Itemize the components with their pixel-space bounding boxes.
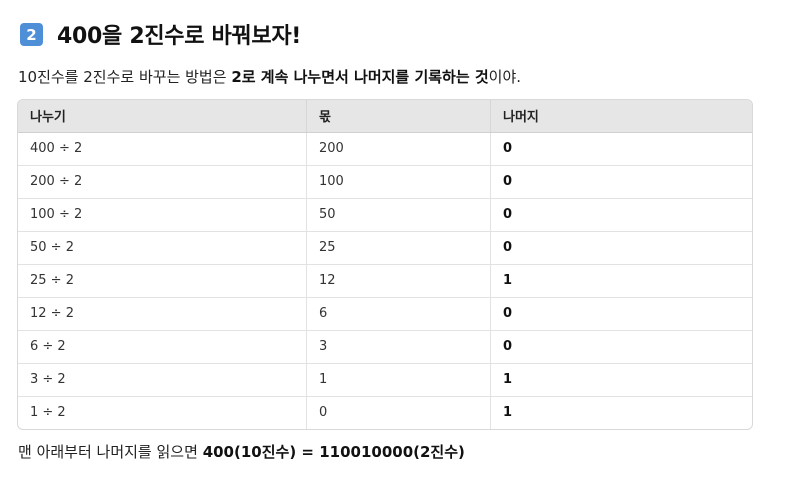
remainder-cell: 0 — [490, 297, 752, 331]
table-row: 25 ÷ 2 12 1 — [18, 264, 752, 298]
table-row: 400 ÷ 2 200 0 — [18, 132, 752, 166]
remainder-cell: 1 — [490, 363, 752, 397]
quotient-cell: 100 — [306, 165, 491, 199]
intro-suffix: 이야. — [488, 68, 522, 86]
table-row: 6 ÷ 2 3 0 — [18, 330, 752, 364]
division-cell: 100 ÷ 2 — [18, 198, 307, 232]
number-badge: 2 — [20, 23, 43, 46]
remainder-cell: 0 — [490, 132, 752, 166]
quotient-cell: 12 — [306, 264, 491, 298]
table-row: 200 ÷ 2 100 0 — [18, 165, 752, 199]
quotient-cell: 0 — [306, 396, 491, 429]
remainder-cell: 0 — [490, 198, 752, 232]
intro-prefix: 10진수를 2진수로 바꾸는 방법은 — [18, 68, 232, 86]
intro-bold: 2로 계속 나누면서 나머지를 기록하는 것 — [231, 68, 489, 86]
quotient-cell: 6 — [306, 297, 491, 331]
division-cell: 12 ÷ 2 — [18, 297, 307, 331]
division-cell: 25 ÷ 2 — [18, 264, 307, 298]
remainder-cell: 1 — [490, 264, 752, 298]
table-row: 50 ÷ 2 25 0 — [18, 231, 752, 265]
division-cell: 3 ÷ 2 — [18, 363, 307, 397]
heading-title: 400을 2진수로 바꿔보자! — [57, 24, 302, 49]
table-row: 1 ÷ 2 0 1 — [18, 396, 752, 429]
division-cell: 50 ÷ 2 — [18, 231, 307, 265]
result-paragraph: 맨 아래부터 나머지를 읽으면 400(10진수) = 110010000(2진… — [18, 441, 465, 462]
remainder-cell: 0 — [490, 165, 752, 199]
quotient-cell: 1 — [306, 363, 491, 397]
result-prefix: 맨 아래부터 나머지를 읽으면 — [18, 443, 203, 461]
remainder-cell: 1 — [503, 405, 513, 421]
result-bold: 400(10진수) = 110010000(2진수) — [202, 443, 465, 461]
table-header-row: 나누기 몫 나머지 — [18, 100, 752, 133]
header-division: 나누기 — [18, 100, 307, 133]
header-quotient: 몫 — [306, 100, 491, 133]
conversion-table: 나누기 몫 나머지 400 ÷ 2 200 0 200 ÷ 2 100 0 10… — [17, 99, 753, 430]
remainder-cell: 0 — [490, 330, 752, 364]
section-heading: 2 400을 2진수로 바꿔보자! — [20, 18, 301, 50]
division-cell: 1 ÷ 2 — [18, 396, 307, 429]
quotient-cell: 200 — [306, 132, 491, 166]
division-cell: 400 ÷ 2 — [18, 132, 307, 166]
intro-paragraph: 10진수를 2진수로 바꾸는 방법은 2로 계속 나누면서 나머지를 기록하는 … — [18, 66, 521, 87]
quotient-cell: 3 — [306, 330, 491, 364]
table-row: 100 ÷ 2 50 0 — [18, 198, 752, 232]
division-cell: 6 ÷ 2 — [18, 330, 307, 364]
table-row: 3 ÷ 2 1 1 — [18, 363, 752, 397]
division-cell: 200 ÷ 2 — [18, 165, 307, 199]
header-remainder: 나머지 — [490, 100, 752, 133]
quotient-cell: 50 — [306, 198, 491, 232]
remainder-cell: 0 — [490, 231, 752, 265]
table-row: 12 ÷ 2 6 0 — [18, 297, 752, 331]
quotient-cell: 25 — [306, 231, 491, 265]
